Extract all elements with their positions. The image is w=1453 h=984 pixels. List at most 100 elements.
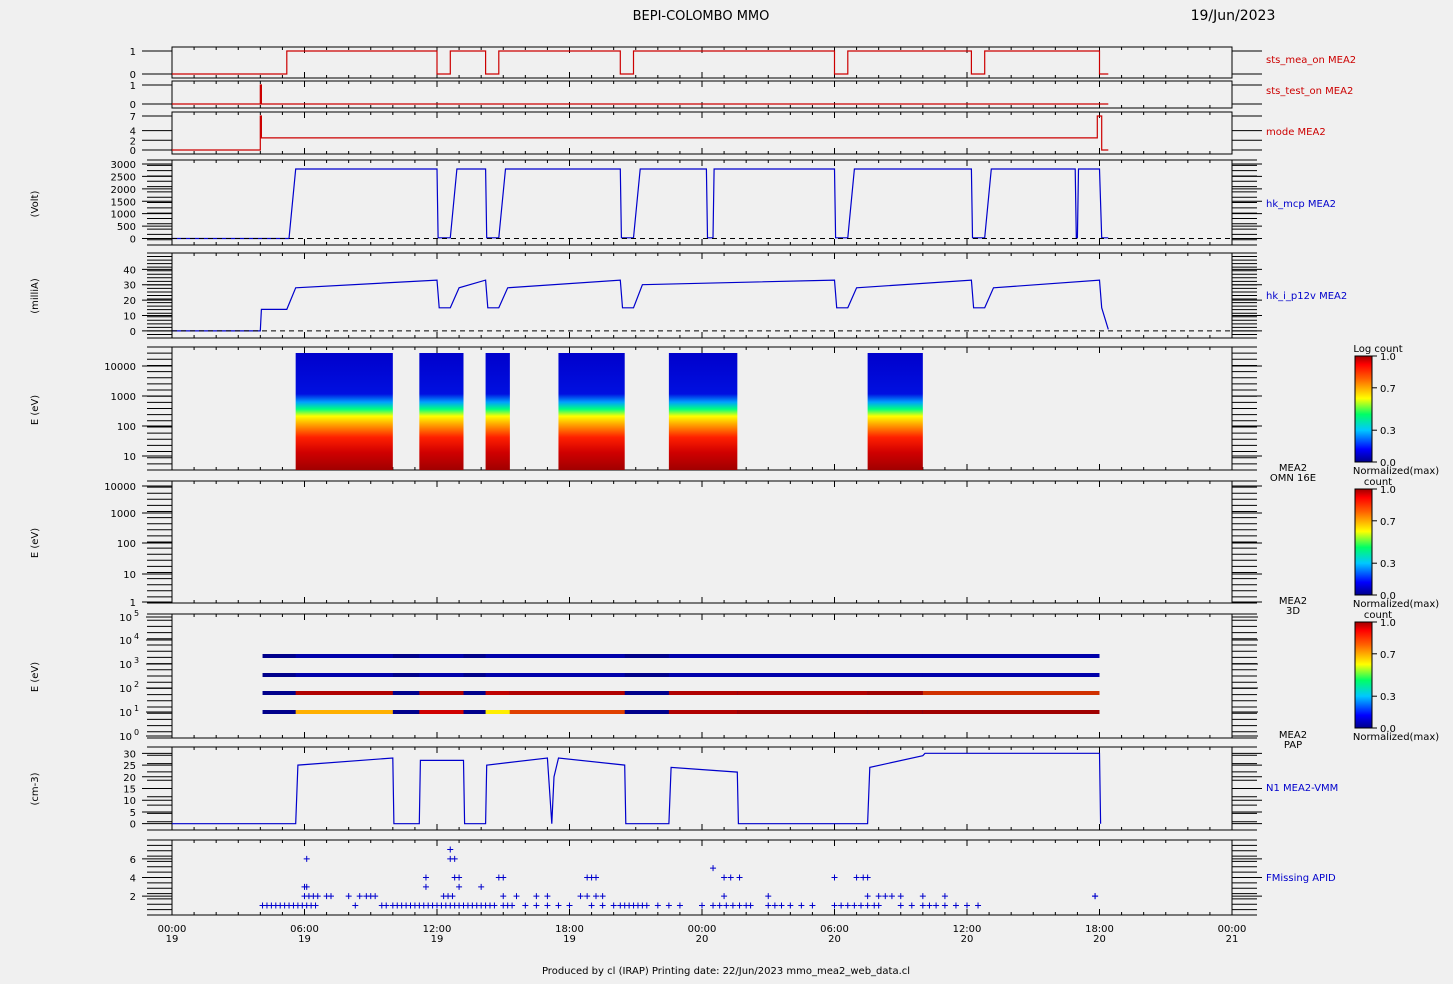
y-tick-label: 0 (130, 327, 136, 338)
pap-band-segment (867, 673, 923, 677)
missing-apid-point (723, 902, 730, 909)
time-tick-hour: 12:00 (953, 924, 982, 935)
time-tick-hour: 12:00 (423, 924, 452, 935)
missing-apid-point (831, 902, 838, 909)
pap-colorbar-footer: Normalized(max) (1353, 732, 1439, 743)
time-tick-day: 20 (828, 934, 841, 945)
omn16e-label-line2: OMN 16E (1270, 473, 1316, 484)
hk_i_p12v-series-line (172, 279, 1109, 332)
pap-band-segment (867, 691, 923, 695)
missing-apid-point (577, 893, 584, 900)
missing-apid-point (451, 855, 458, 862)
hk_mcp-frame (171, 159, 1233, 246)
pap-band-segment (419, 710, 464, 714)
missing-apid-point (798, 902, 805, 909)
y-tick-exponent: 0 (134, 728, 139, 737)
omn16e-segment (485, 353, 510, 470)
y-tick-exponent: 5 (134, 609, 139, 618)
sts_test_on-series-line (172, 84, 1109, 105)
colorbar-tick-label: 0.3 (1380, 426, 1396, 437)
pap-band-segment (295, 710, 393, 714)
y-tick-label: 10 (119, 613, 132, 624)
time-tick-hour: 18:00 (1085, 924, 1114, 935)
missing-apid-point (771, 902, 778, 909)
mea3d-colorbar-footer: Normalized(max) (1353, 599, 1439, 610)
missing-apid-point (491, 902, 498, 909)
y-tick-label: 500 (117, 222, 136, 233)
hk_mcp-series-line (172, 168, 1109, 240)
colorbar-tick-label: 0.3 (1380, 559, 1396, 570)
y-tick-label: 7 (130, 112, 136, 123)
pap-band-segment (867, 654, 923, 658)
y-tick-label: 1 (130, 81, 136, 92)
footer-credit: Produced by cl (IRAP) Printing date: 22/… (542, 966, 910, 977)
missing-apid-series-label: FMissing APID (1266, 873, 1336, 884)
missing-apid-point (500, 893, 507, 900)
plot-title: BEPI-COLOMBO MMO (633, 9, 770, 24)
missing-apid-point (844, 902, 851, 909)
missing-apid-point (676, 902, 683, 909)
pap-label-line2: PAP (1284, 740, 1302, 751)
missing-apid-point (456, 883, 463, 890)
pap-band-segment (485, 654, 510, 658)
y-tick-exponent: 3 (134, 656, 139, 665)
hk_i_p12v-frame (171, 252, 1233, 339)
omn16e-colorbar-title: Log count (1353, 344, 1402, 355)
missing-apid-point (941, 902, 948, 909)
y-tick-label: 25 (123, 761, 136, 772)
n1-series-line (172, 752, 1102, 825)
mea3d-y-axis-label: E (eV) (30, 528, 41, 558)
pap-band-segment (419, 673, 464, 677)
y-tick-exponent: 2 (134, 680, 139, 689)
pap-band-segment (737, 710, 868, 714)
pap-band-segment (419, 691, 464, 695)
colorbar-tick-label: 0.7 (1380, 384, 1396, 395)
colorbar-tick-label: 0.0 (1380, 724, 1396, 735)
y-tick-label: 1 (130, 598, 136, 609)
y-tick-label: 1000 (111, 392, 136, 403)
missing-apid-point (449, 893, 456, 900)
pap-band-segment (509, 654, 625, 658)
y-tick-label: 10 (123, 796, 136, 807)
y-tick-label: 10 (119, 684, 132, 695)
y-tick-label: 2 (130, 892, 136, 903)
missing-apid-point (721, 893, 728, 900)
time-tick-day: 20 (961, 934, 974, 945)
missing-apid-point (864, 893, 871, 900)
y-tick-label: 10000 (104, 362, 136, 373)
pap-band-segment (485, 710, 510, 714)
missing-apid-point (599, 902, 606, 909)
pap-colorbar (1354, 621, 1373, 729)
missing-apid-point (975, 902, 982, 909)
y-tick-label: 40 (123, 265, 136, 276)
missing-apid-point (952, 902, 959, 909)
omn16e-segment (419, 353, 464, 470)
pap-band-segment (922, 654, 1100, 658)
missing-apid-point (383, 902, 390, 909)
y-tick-label: 2 (130, 136, 136, 147)
sts_mea_on-series-label: sts_mea_on MEA2 (1266, 55, 1356, 66)
y-tick-label: 10 (119, 660, 132, 671)
pap-band-segment (485, 673, 510, 677)
missing-apid-point (882, 893, 889, 900)
hk_i_p12v-series-label: hk_i_p12v MEA2 (1266, 291, 1347, 302)
omn16e-segment (295, 353, 393, 470)
y-tick-label: 0 (130, 146, 136, 157)
missing-apid-point (533, 902, 540, 909)
pap-band-segment (485, 691, 510, 695)
missing-apid-point (710, 902, 717, 909)
y-tick-label: 3000 (111, 160, 136, 171)
pap-band-segment (737, 691, 868, 695)
n1-frame (171, 746, 1233, 831)
sts_mea_on-series-line (172, 50, 1109, 75)
missing-apid-point (747, 902, 754, 909)
time-tick-day: 19 (298, 934, 311, 945)
omn16e-segment (867, 353, 923, 470)
missing-apid-point (858, 902, 864, 909)
pap-band-segment (295, 673, 393, 677)
missing-apid-point (897, 893, 904, 900)
y-tick-label: 100 (117, 422, 136, 433)
pap-band-segment (922, 673, 1100, 677)
